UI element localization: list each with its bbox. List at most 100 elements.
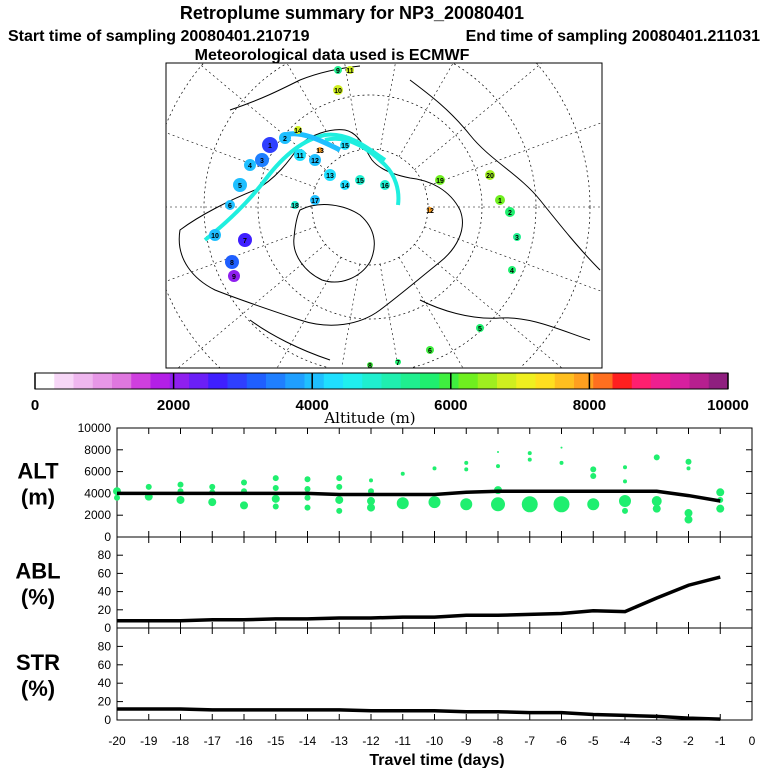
figure-title: Retroplume summary for NP3_20080401 [180, 3, 524, 23]
colorbar-tick-label: 2000 [157, 397, 190, 414]
map-marker-dot [355, 175, 365, 185]
coastline [249, 319, 331, 361]
panel-frame [116, 536, 753, 629]
colorbar-swatch [670, 373, 690, 389]
alt-scatter-point [240, 501, 248, 510]
alt-scatter-point [304, 504, 311, 511]
map-marker-label: 5 [238, 183, 242, 190]
colorbar-swatch [112, 373, 132, 389]
alt-scatter-point [684, 509, 693, 518]
map-marker-dot [395, 359, 401, 365]
colorbar-tick-label: 6000 [434, 397, 467, 414]
map-marker-label: 14 [294, 128, 302, 135]
alt-scatter-point [464, 460, 469, 465]
coastline [409, 79, 601, 271]
alt-scatter-point [521, 496, 538, 513]
panels: 0200040006000800010000ALT(m)020406080ABL… [15, 421, 755, 748]
map-marker-label: 2 [508, 210, 512, 217]
x-tick-label: -13 [331, 734, 349, 748]
alt-scatter-point [623, 465, 627, 470]
map-marker-label: 19 [436, 178, 444, 185]
alt-scatter-point [367, 497, 375, 506]
colorbar-swatch [246, 373, 267, 389]
alt-scatter-point [527, 451, 532, 456]
alt-scatter-point [304, 486, 311, 493]
map-marker-dot [485, 170, 495, 180]
colorbar-swatch [708, 373, 729, 389]
alt-scatter-point [560, 446, 563, 449]
meridian-line [344, 63, 361, 150]
colorbar-swatch [689, 373, 710, 389]
x-tick-label: -6 [556, 734, 567, 748]
meridian-line [166, 226, 316, 282]
map-marker-label: 12 [311, 158, 319, 165]
meridian-line [398, 257, 464, 368]
alt-scatter-point [590, 472, 597, 479]
colorbar-swatch [535, 373, 556, 389]
colorbar-swatch [54, 373, 74, 389]
colorbar-swatch [189, 373, 209, 389]
map-marker-label: 7 [243, 238, 247, 245]
map-marker-dot [346, 66, 354, 74]
colorbar-swatch [73, 373, 94, 389]
meridian-line [379, 63, 396, 150]
x-tick-label: -16 [235, 734, 253, 748]
panel-ylabel: (%) [21, 676, 55, 701]
abl-line [117, 575, 721, 623]
colorbar-swatch [420, 373, 440, 389]
alt-scatter-point [272, 475, 279, 482]
alt-scatter-point [336, 507, 343, 514]
colorbar-tick-label: 10000 [707, 397, 749, 414]
colorbar-swatch [458, 373, 479, 389]
map-marker-dot [427, 207, 433, 213]
coastline [293, 204, 375, 283]
colorbar-swatch [35, 373, 55, 389]
map-marker-label: 9 [232, 274, 236, 281]
x-tick-label: -1 [715, 734, 726, 748]
alt-scatter-point [304, 494, 311, 501]
map-marker-label: 13 [326, 173, 334, 180]
x-tick-label: -11 [395, 734, 412, 748]
alt-scatter-point [622, 507, 628, 514]
map-marker-dot [209, 229, 221, 241]
x-tick-label: 0 [749, 734, 756, 748]
map-marker-label: 3 [515, 235, 519, 242]
alt-scatter-point [652, 504, 661, 513]
map-marker-dot [309, 154, 321, 166]
map-marker-dot [495, 195, 505, 205]
map-content: 1234567891011121314151617181920123456789… [166, 63, 602, 370]
map-marker-label: 7 [396, 360, 400, 367]
y-tick-label: 40 [98, 676, 112, 690]
x-tick-label: -12 [362, 734, 380, 748]
map-marker-dot [317, 147, 323, 153]
map-marker-dot [262, 137, 278, 153]
x-tick-label: -20 [108, 734, 126, 748]
plume-track [203, 132, 387, 242]
map-marker-label: 8 [368, 363, 372, 370]
x-tick-label: -15 [267, 734, 285, 748]
colorbar-swatch [169, 373, 190, 389]
map-marker-label: 6 [228, 203, 232, 210]
y-tick-label: 60 [98, 658, 112, 672]
colorbar-xlabel: Altitude (m) [323, 409, 415, 427]
map-marker-label: 17 [311, 198, 319, 205]
meridian-line [276, 257, 342, 368]
alt-scatter-point [335, 495, 344, 504]
alt-scatter-point [651, 496, 662, 507]
meridian-line [286, 63, 342, 157]
map-marker-label: 15 [341, 143, 349, 150]
map-marker-dot [333, 85, 343, 95]
alt-scatter-point [553, 496, 570, 513]
colorbar-swatch [574, 373, 594, 389]
alt-scatter-point [304, 476, 311, 483]
map-marker-label: 12 [426, 208, 434, 215]
colorbar-swatch [439, 373, 459, 389]
map-marker-dot [233, 178, 247, 192]
x-tick-label: -14 [299, 734, 317, 748]
x-tick-label: -9 [461, 734, 472, 748]
map-marker-dot [238, 233, 252, 247]
colorbar-swatch [131, 373, 151, 389]
map-marker-label: 16 [381, 183, 389, 190]
met-data-label: Meteorological data used is ECMWF [195, 47, 470, 64]
polar-map: 1234567891011121314151617181920123456789… [165, 62, 603, 370]
